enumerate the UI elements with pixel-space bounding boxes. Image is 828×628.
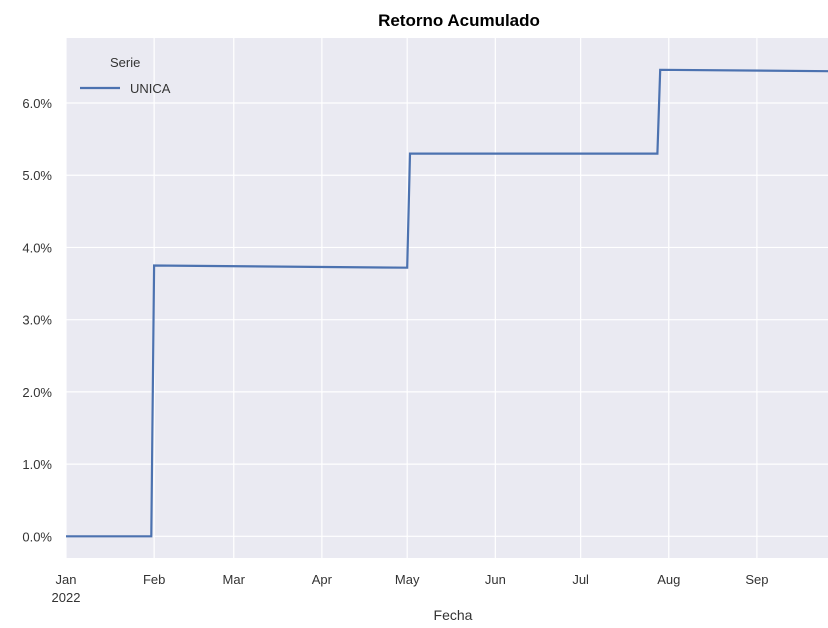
x-year-label: 2022 [52,590,81,605]
x-axis-label: Fecha [434,607,473,623]
x-tick-label: Mar [223,572,246,587]
legend-title: Serie [110,55,140,70]
x-axis-ticks: Jan Feb Mar Apr May Jun Jul Aug Sep [56,572,769,587]
grid [65,38,828,558]
x-tick-label: Jul [572,572,589,587]
x-tick-label: Jun [485,572,506,587]
x-tick-label: May [395,572,420,587]
x-tick-label: Apr [312,572,333,587]
x-tick-label: Sep [745,572,768,587]
y-tick-label: 5.0% [22,168,52,183]
y-tick-label: 2.0% [22,385,52,400]
y-tick-label: 4.0% [22,240,52,255]
chart-title: Retorno Acumulado [378,11,540,30]
y-tick-label: 0.0% [22,529,52,544]
series-line-unica [66,68,828,538]
y-tick-label: 6.0% [22,96,52,111]
x-tick-label: Aug [657,572,680,587]
legend: Serie UNICA [80,55,171,96]
y-tick-label: 1.0% [22,457,52,472]
y-tick-label: 3.0% [22,313,52,328]
plot-area [66,38,828,558]
x-tick-label: Jan [56,572,77,587]
series-layer [66,68,828,538]
y-axis-ticks: 0.0% 1.0% 2.0% 3.0% 4.0% 5.0% 6.0% [22,96,52,544]
x-tick-label: Feb [143,572,165,587]
legend-label: UNICA [130,81,171,96]
